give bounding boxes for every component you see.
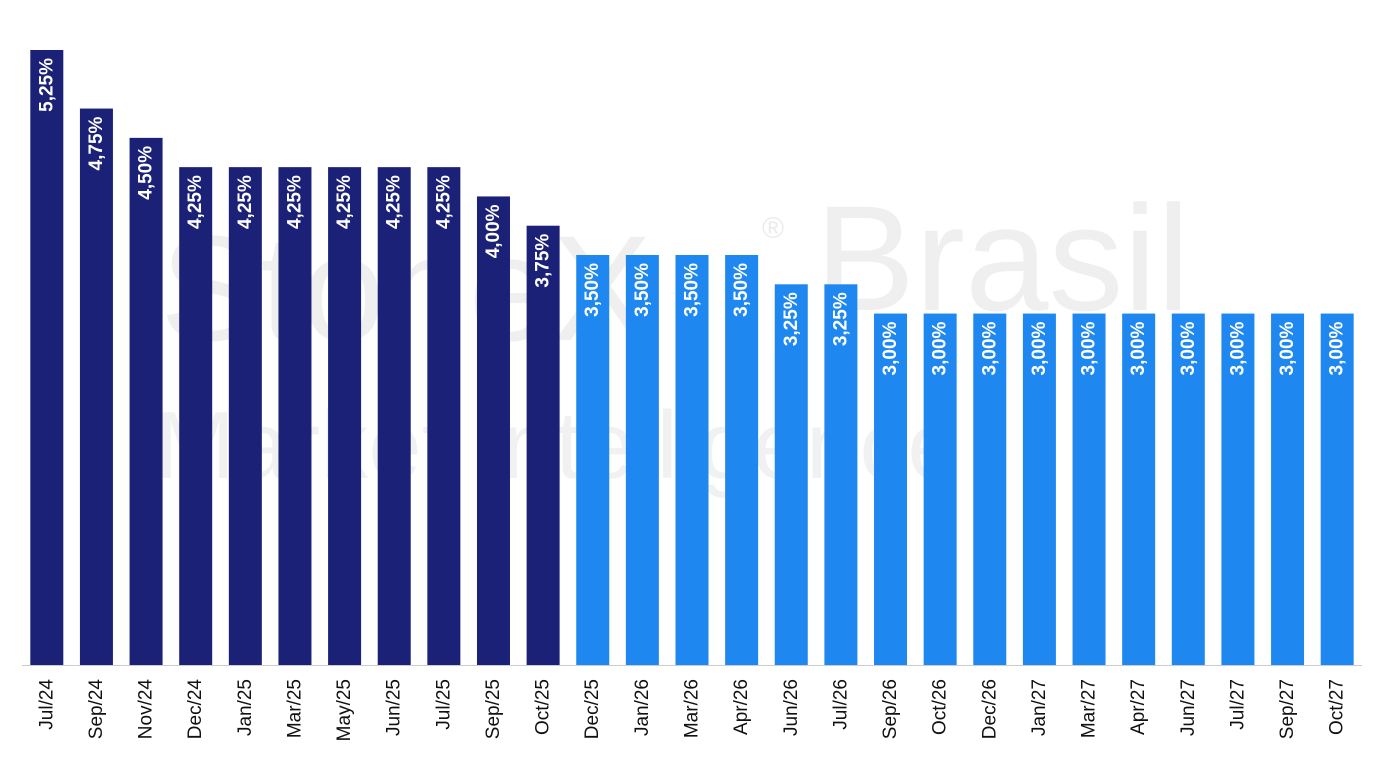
bar — [774, 284, 808, 665]
bar — [675, 255, 709, 665]
bar — [1022, 313, 1056, 665]
bar — [328, 167, 362, 665]
bar — [923, 313, 957, 665]
bar — [30, 50, 64, 665]
bar-value-label: 4,50% — [136, 146, 157, 200]
x-tick-label: Dec/26 — [979, 679, 1000, 739]
bar-value-label: 3,00% — [1029, 321, 1050, 375]
bar — [79, 108, 113, 665]
x-tick-label: Oct/27 — [1327, 679, 1348, 735]
bar-value-label: 5,25% — [36, 58, 57, 112]
x-tick-label: Jul/25 — [433, 679, 454, 730]
bar-value-label: 3,50% — [731, 263, 752, 317]
bar — [1221, 313, 1255, 665]
bar — [476, 196, 510, 665]
x-tick-label: Jul/27 — [1227, 679, 1248, 730]
bar-value-label: 3,00% — [1178, 321, 1199, 375]
x-tick-label: Sep/24 — [86, 679, 107, 740]
x-tick-label: Jan/27 — [1029, 679, 1050, 736]
bar — [625, 255, 659, 665]
x-tick-label: Jul/24 — [36, 679, 57, 730]
bar-value-label: 4,25% — [334, 175, 355, 229]
bar-value-label: 3,00% — [930, 321, 951, 375]
bar-value-label: 4,75% — [86, 116, 107, 170]
bar — [973, 313, 1007, 665]
x-tick-label: Sep/27 — [1277, 679, 1298, 739]
bar — [725, 255, 759, 665]
bar — [824, 284, 858, 665]
x-tick-label: Nov/24 — [136, 679, 157, 740]
bar-value-label: 3,75% — [533, 234, 554, 288]
bar — [278, 167, 312, 665]
x-tick-label: Mar/26 — [682, 679, 703, 738]
x-tick-label: Oct/26 — [930, 679, 951, 735]
bar-value-label: 4,25% — [433, 175, 454, 229]
bar-value-label: 3,00% — [979, 321, 1000, 375]
x-tick-label: May/25 — [334, 679, 355, 741]
x-tick-label: Oct/25 — [533, 679, 554, 735]
bar-value-label: 3,00% — [1277, 321, 1298, 375]
x-tick-label: Jan/25 — [235, 679, 256, 736]
bar-value-label: 4,25% — [185, 175, 206, 229]
bar — [427, 167, 461, 665]
bar — [1122, 313, 1156, 665]
x-tick-label: Jun/25 — [384, 679, 405, 736]
x-tick-label: Apr/26 — [731, 679, 752, 735]
x-tick-label: Jan/26 — [632, 679, 653, 736]
x-tick-label: Mar/27 — [1079, 679, 1100, 738]
bar-value-label: 3,50% — [632, 263, 653, 317]
bar — [377, 167, 411, 665]
x-tick-labels: Jul/24 Sep/24 Nov/24 Dec/24 Jan/25 Mar/25 May/… — [36, 679, 1347, 742]
watermark-registered: ® — [762, 212, 784, 245]
bar-value-label: 3,00% — [880, 321, 901, 375]
bar — [129, 137, 163, 666]
bars-group: 5,25% 4,75% 4,50% 4,25% 4,25% 4,25% 4,25% 4,25%… — [30, 50, 1354, 666]
bar — [874, 313, 908, 665]
x-tick-label: Jun/26 — [781, 679, 802, 736]
bar-value-label: 3,25% — [781, 292, 802, 346]
bar-value-label: 3,50% — [582, 263, 603, 317]
bar — [1171, 313, 1205, 665]
x-tick-label: Jun/27 — [1178, 679, 1199, 736]
bar-value-label: 3,50% — [682, 263, 703, 317]
bar-value-label: 3,00% — [1079, 321, 1100, 375]
x-tick-label: Jul/26 — [830, 679, 851, 730]
bar-value-label: 3,25% — [830, 292, 851, 346]
bar-value-label: 4,25% — [284, 175, 305, 229]
bar — [1320, 313, 1354, 665]
bar — [179, 167, 213, 665]
bar-value-label: 4,25% — [384, 175, 405, 229]
bar-value-label: 3,00% — [1227, 321, 1248, 375]
x-tick-label: Dec/25 — [582, 679, 603, 739]
bar-value-label: 4,00% — [483, 204, 504, 258]
x-tick-label: Sep/25 — [483, 679, 504, 739]
x-tick-label: Dec/24 — [185, 679, 206, 740]
x-tick-label: Apr/27 — [1128, 679, 1149, 735]
x-tick-label: Mar/25 — [284, 679, 305, 738]
bar — [526, 225, 560, 665]
bar-value-label: 3,00% — [1128, 321, 1149, 375]
bar-value-label: 4,25% — [235, 175, 256, 229]
bar — [1072, 313, 1106, 665]
x-tick-label: Sep/26 — [880, 679, 901, 739]
bar-value-label: 3,00% — [1327, 321, 1348, 375]
bar — [1271, 313, 1305, 665]
bar — [576, 255, 610, 665]
bar — [228, 167, 262, 665]
